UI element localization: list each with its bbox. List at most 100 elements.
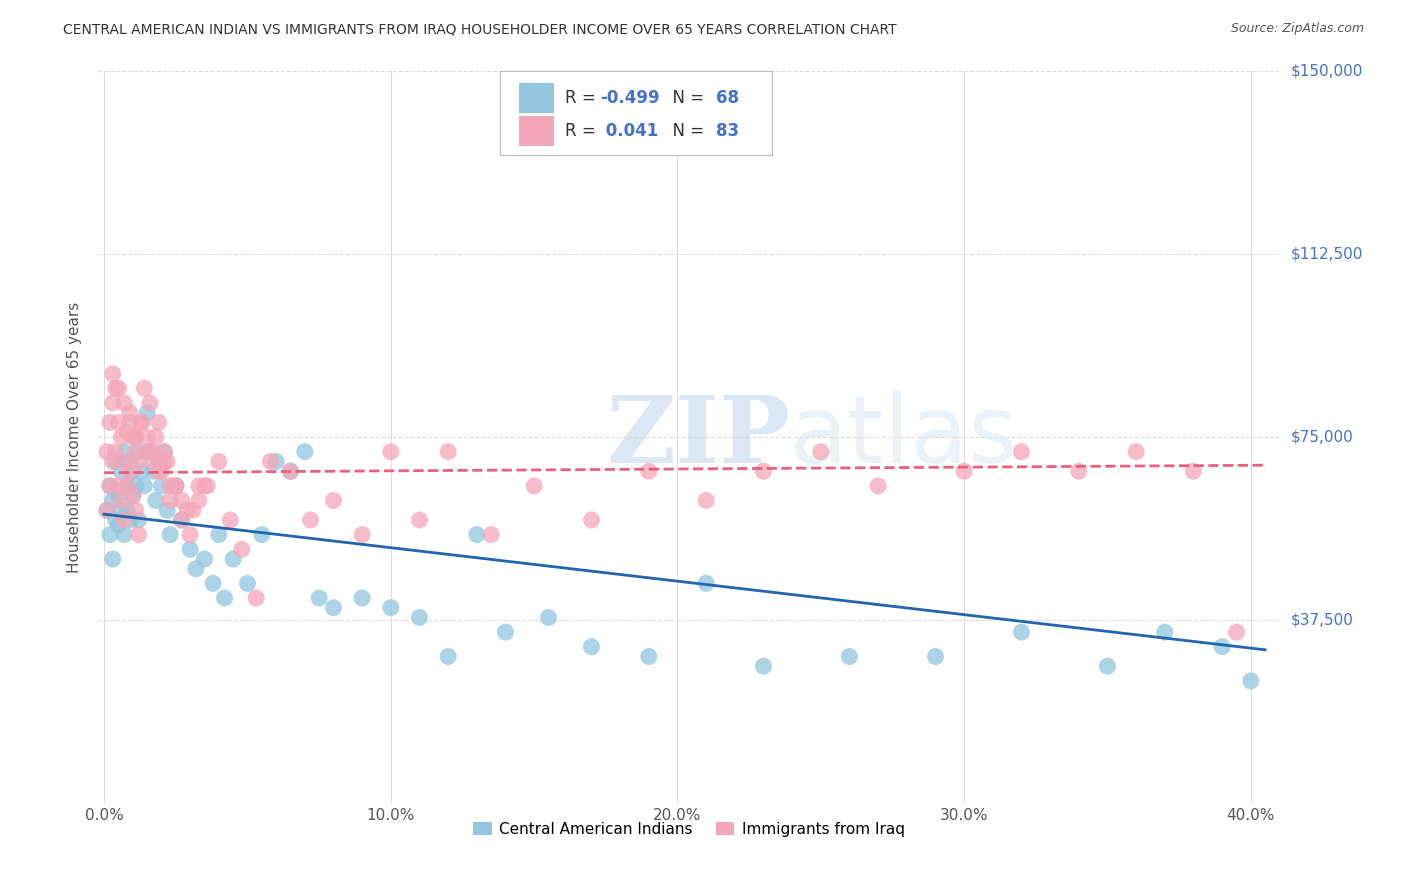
Point xyxy=(145,493,167,508)
Point xyxy=(1125,444,1147,458)
Point xyxy=(107,517,129,532)
Point xyxy=(112,396,135,410)
Point xyxy=(101,396,124,410)
Point xyxy=(222,552,245,566)
Point xyxy=(101,493,124,508)
Point xyxy=(128,454,150,468)
Point xyxy=(231,542,253,557)
Point xyxy=(352,591,374,605)
Text: N =: N = xyxy=(662,89,709,107)
Point xyxy=(752,464,775,478)
Text: $150,000: $150,000 xyxy=(1291,64,1362,78)
Point xyxy=(280,464,302,478)
Point xyxy=(1182,464,1205,478)
Text: R =: R = xyxy=(565,122,606,140)
Point xyxy=(187,493,209,508)
Point xyxy=(112,513,135,527)
Text: 0.041: 0.041 xyxy=(600,122,658,140)
Point xyxy=(121,430,143,444)
FancyBboxPatch shape xyxy=(519,117,554,145)
Point xyxy=(136,430,159,444)
Point xyxy=(107,381,129,395)
Text: $37,500: $37,500 xyxy=(1291,613,1354,627)
Point xyxy=(153,444,176,458)
Point xyxy=(134,381,156,395)
Point xyxy=(104,444,127,458)
Point xyxy=(136,444,159,458)
Point xyxy=(479,527,502,541)
Point xyxy=(153,444,176,458)
Point xyxy=(537,610,560,624)
Point xyxy=(179,527,201,541)
Point xyxy=(1225,625,1247,640)
Point xyxy=(131,416,153,430)
Point xyxy=(838,649,860,664)
Point xyxy=(1011,625,1033,640)
Point xyxy=(98,527,121,541)
Point xyxy=(179,542,201,557)
Text: -0.499: -0.499 xyxy=(600,89,659,107)
Point xyxy=(810,444,832,458)
Point xyxy=(118,513,141,527)
Text: ZIP: ZIP xyxy=(606,392,790,482)
Point xyxy=(181,503,204,517)
Point xyxy=(581,513,603,527)
Point xyxy=(308,591,330,605)
Point xyxy=(110,493,132,508)
Point xyxy=(208,527,231,541)
Point xyxy=(125,479,148,493)
Point xyxy=(96,503,118,517)
Point xyxy=(121,464,143,478)
Point xyxy=(695,493,717,508)
Point xyxy=(165,479,187,493)
Text: Source: ZipAtlas.com: Source: ZipAtlas.com xyxy=(1230,22,1364,36)
Point xyxy=(139,444,162,458)
Point xyxy=(118,416,141,430)
Point xyxy=(96,503,118,517)
Point xyxy=(112,444,135,458)
Point xyxy=(110,430,132,444)
Point xyxy=(193,552,215,566)
Point xyxy=(142,464,165,478)
Point xyxy=(352,527,374,541)
Point xyxy=(139,396,162,410)
Point xyxy=(208,454,231,468)
Point xyxy=(1067,464,1090,478)
Point xyxy=(118,464,141,478)
Text: $75,000: $75,000 xyxy=(1291,430,1354,444)
Point xyxy=(125,430,148,444)
Point xyxy=(236,576,259,591)
Point xyxy=(110,464,132,478)
Point xyxy=(184,562,207,576)
Point xyxy=(868,479,890,493)
Point xyxy=(98,479,121,493)
Point xyxy=(145,430,167,444)
Point xyxy=(299,513,322,527)
Point xyxy=(128,527,150,541)
Point xyxy=(156,454,179,468)
Point xyxy=(219,513,242,527)
Text: CENTRAL AMERICAN INDIAN VS IMMIGRANTS FROM IRAQ HOUSEHOLDER INCOME OVER 65 YEARS: CENTRAL AMERICAN INDIAN VS IMMIGRANTS FR… xyxy=(63,22,897,37)
Point xyxy=(142,454,165,468)
Point xyxy=(380,600,402,615)
Point xyxy=(1011,444,1033,458)
Point xyxy=(408,610,430,624)
Point xyxy=(136,406,159,420)
Point xyxy=(131,464,153,478)
Text: N =: N = xyxy=(662,122,709,140)
Point xyxy=(150,479,173,493)
Point xyxy=(112,527,135,541)
Point xyxy=(1211,640,1233,654)
FancyBboxPatch shape xyxy=(501,71,772,155)
Point xyxy=(437,649,460,664)
Point xyxy=(637,649,659,664)
Point xyxy=(264,454,287,468)
Point xyxy=(121,489,143,503)
Point xyxy=(101,552,124,566)
Point xyxy=(170,513,193,527)
Point xyxy=(250,527,273,541)
Point xyxy=(294,444,316,458)
Point xyxy=(259,454,281,468)
Point xyxy=(107,489,129,503)
Point xyxy=(637,464,659,478)
